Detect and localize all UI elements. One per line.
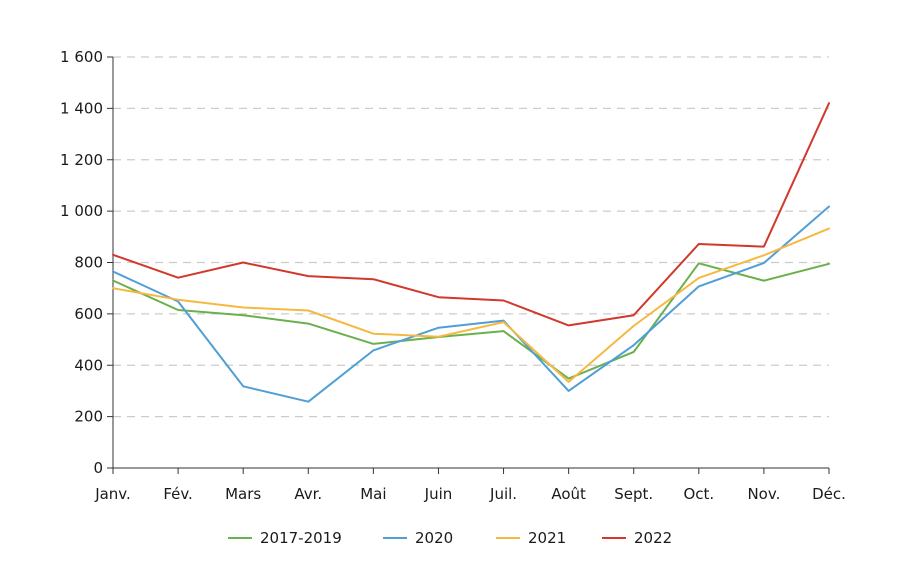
- legend-label: 2020: [415, 529, 453, 547]
- series-line-2017-2019: [112, 262, 830, 380]
- gridlines: [113, 56, 829, 418]
- series-line-2022: [112, 102, 830, 327]
- y-tick-label: 1 400: [60, 99, 103, 117]
- x-tick-label: Déc.: [812, 485, 846, 503]
- series-line-2021: [112, 227, 830, 383]
- x-tick-label: Janv.: [94, 485, 131, 503]
- y-tick-label: 200: [74, 408, 103, 426]
- x-tick-label: Mars: [225, 485, 261, 503]
- legend: 2017-2019 2020 2021 2022: [228, 529, 672, 547]
- legend-label: 2022: [634, 529, 672, 547]
- y-tick-label: 600: [74, 305, 103, 323]
- x-tick-label: Juin: [424, 485, 453, 503]
- x-tick-label: Sept.: [614, 485, 653, 503]
- x-tick-label: Nov.: [747, 485, 780, 503]
- y-tick-label: 1 000: [60, 202, 103, 220]
- legend-label: 2017-2019: [260, 529, 342, 547]
- series-line-2020: [112, 205, 830, 403]
- y-tick-label: 400: [74, 356, 103, 374]
- y-tick-label: 0: [93, 459, 103, 477]
- x-tick-label: Juil.: [489, 485, 517, 503]
- x-tick-label: Avr.: [294, 485, 322, 503]
- axes: 0 200 400 600 800 1 000 1 200 1 400 1 600 Janv. Fé…: [60, 48, 846, 503]
- x-tick-label: Août: [551, 485, 586, 503]
- legend-label: 2021: [528, 529, 566, 547]
- y-tick-label: 1 600: [60, 48, 103, 66]
- x-tick-label: Mai: [360, 485, 386, 503]
- x-tick-label: Oct.: [683, 485, 714, 503]
- y-tick-label: 1 200: [60, 151, 103, 169]
- x-tick-label: Fév.: [163, 485, 193, 503]
- series-lines: [112, 102, 830, 403]
- y-tick-label: 800: [74, 254, 103, 272]
